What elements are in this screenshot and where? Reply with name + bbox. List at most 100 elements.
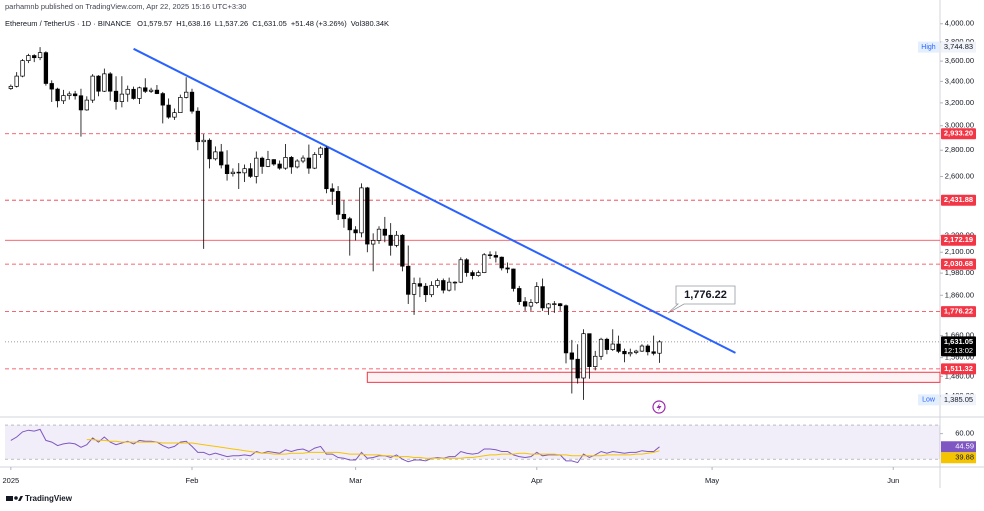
candle-body — [154, 89, 160, 94]
marker-name-bg — [918, 394, 939, 406]
candle-body — [429, 285, 434, 296]
candle-body — [43, 52, 49, 84]
level-label-bg — [941, 306, 976, 318]
candle-body — [435, 280, 440, 286]
candle-body — [96, 75, 101, 92]
candle-body — [160, 93, 165, 106]
support-zone — [366, 371, 941, 383]
candle-body — [598, 338, 604, 357]
candle-body — [213, 151, 218, 160]
x-tick-label: 2025 — [3, 476, 20, 485]
candle-body — [248, 168, 253, 177]
candle-body — [417, 283, 423, 287]
y-tick-label: 3,200.00 — [945, 98, 974, 107]
symbol-title: Ethereum / TetherUS · 1D · BINANCE — [5, 19, 131, 28]
candle-body — [628, 352, 633, 355]
candle-body — [587, 333, 592, 367]
candle-body — [476, 272, 481, 276]
candle-body — [335, 191, 341, 215]
y-tick-label: 3,400.00 — [945, 76, 974, 85]
legend-item: L1,537.26 — [215, 19, 248, 28]
candle-body — [143, 87, 148, 92]
x-tick-label: Apr — [531, 476, 543, 485]
icon-bolt — [656, 403, 662, 411]
candle-body — [569, 352, 574, 360]
legend-item: Vol380.34K — [351, 19, 389, 28]
candle-body — [271, 159, 276, 165]
candle-body — [32, 55, 37, 59]
legend-item: C1,631.05 — [252, 19, 287, 28]
candle-body — [277, 163, 282, 169]
candle-body — [67, 93, 72, 96]
candle-body — [230, 171, 236, 175]
candle-body — [411, 283, 417, 295]
candle-body — [522, 301, 528, 307]
candle-body — [610, 343, 615, 350]
candle-body — [365, 187, 370, 245]
level-label: 2,933.20 — [944, 129, 973, 138]
candle-body — [400, 234, 405, 267]
candle-body — [295, 160, 300, 168]
candle-body — [119, 93, 125, 102]
candle-body — [172, 112, 177, 118]
credit: parhamnb published on TradingView.com, A… — [5, 2, 246, 11]
candle-body — [581, 333, 586, 379]
candle-body — [616, 343, 621, 352]
indicator-icon[interactable] — [652, 400, 666, 414]
callout-text: 1,776.22 — [684, 289, 727, 301]
callout-box — [667, 285, 736, 314]
countdown: 12:13:02 — [944, 346, 973, 355]
candle-body — [265, 159, 271, 167]
candle-body — [148, 89, 154, 92]
candle-body — [482, 254, 487, 273]
candle-body — [394, 234, 399, 246]
level-label: 2,172.19 — [944, 235, 973, 244]
x-tick-label: Feb — [186, 476, 199, 485]
candle-body — [166, 104, 171, 118]
logo-slash — [18, 496, 23, 501]
y-tick-label: 2,100.00 — [945, 247, 974, 256]
logo-dot — [14, 496, 18, 500]
candle-body — [552, 303, 557, 305]
candle-body — [312, 154, 317, 169]
candle-body — [622, 350, 627, 355]
rsi-band — [5, 425, 940, 460]
y-tick-label: 1,560.00 — [945, 353, 974, 362]
candle-body — [207, 139, 212, 160]
candle-body — [347, 218, 352, 231]
level-label-bg — [941, 128, 976, 140]
candle-body — [645, 345, 650, 353]
candle-body — [201, 139, 206, 143]
x-tick-label: Jun — [887, 476, 899, 485]
candle-body — [423, 285, 428, 296]
candle-body — [470, 272, 475, 276]
marker-value-bg — [941, 394, 976, 406]
candle-body — [259, 157, 265, 167]
x-tick-label: Mar — [349, 476, 362, 485]
rsi-line — [10, 428, 660, 464]
candle-body — [446, 281, 452, 291]
candle-body — [558, 303, 563, 307]
candle-body — [604, 338, 610, 350]
candle-body — [353, 229, 358, 234]
candle-body — [195, 110, 200, 143]
marker-value: 3,744.83 — [944, 42, 973, 51]
candle-body — [388, 234, 393, 246]
rsi-value-label: 44.59 — [955, 442, 974, 451]
candle-body — [511, 268, 516, 289]
level-label: 1,776.22 — [944, 307, 973, 316]
y-tick-label: 2,800.00 — [945, 145, 974, 154]
candle-body — [26, 55, 31, 61]
candle-body — [37, 52, 43, 59]
candle-body — [487, 254, 493, 256]
candle-body — [464, 259, 469, 273]
level-label-bg — [941, 234, 976, 246]
candle-body — [324, 147, 329, 190]
candle-body — [113, 90, 119, 102]
rsi-value-bg — [941, 452, 976, 464]
candle-body — [593, 355, 598, 367]
y-tick-label: 4,000.00 — [945, 19, 974, 28]
y-tick-label: 3,000.00 — [945, 121, 974, 130]
candle-body — [84, 99, 89, 111]
